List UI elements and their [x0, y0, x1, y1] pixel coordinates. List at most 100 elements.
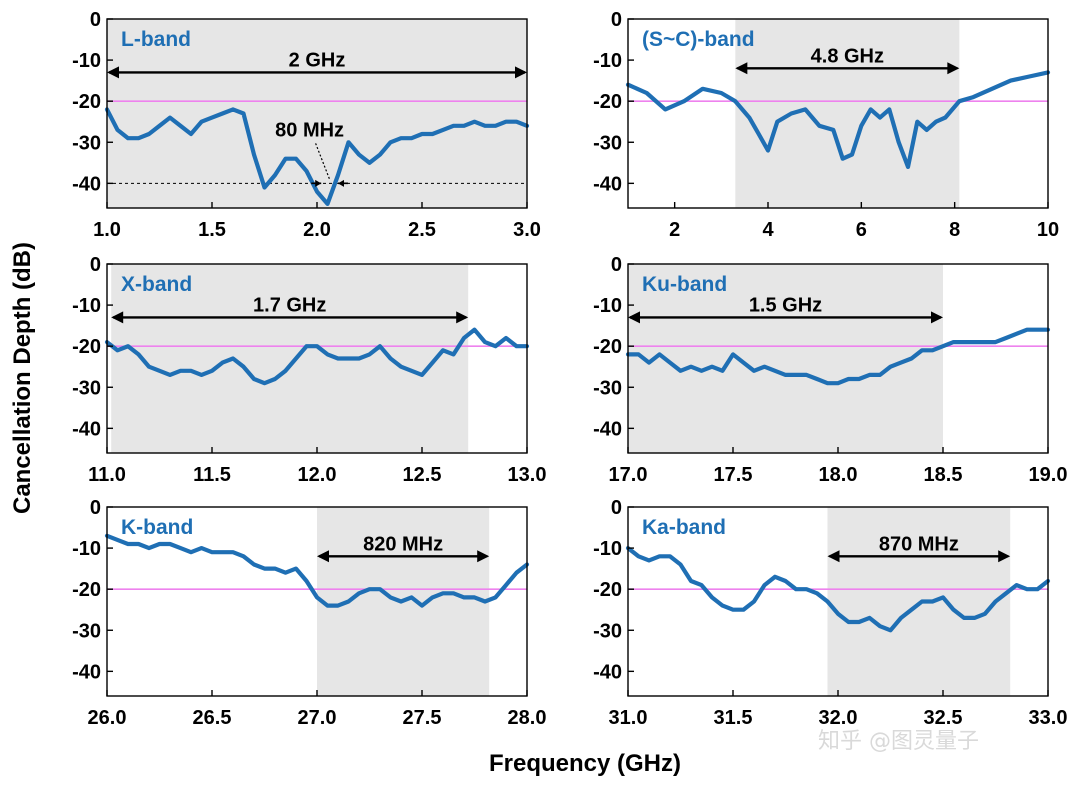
x-tick-label: 27.5 — [403, 707, 442, 729]
panel-title: Ka-band — [642, 516, 726, 539]
y-tick-label: -30 — [593, 132, 622, 154]
y-tick-label: -20 — [593, 336, 622, 358]
bandwidth-label: 2 GHz — [289, 49, 346, 71]
panel-title: Ku-band — [642, 273, 727, 296]
bandwidth-label: 870 MHz — [879, 533, 959, 555]
y-tick-label: -30 — [593, 377, 622, 399]
x-tick-label: 2 — [669, 219, 680, 241]
x-tick-label: 26.0 — [88, 707, 127, 729]
y-tick-label: 0 — [90, 254, 101, 276]
watermark: 知乎 @图灵量子 — [818, 729, 979, 754]
x-tick-label: 17.0 — [609, 464, 648, 486]
y-tick-label: -40 — [72, 173, 101, 195]
chart-panel-ka-band: 870 MHz Ka-band 0 -10 -20 -30 -40 31.0 31.5 32.0 3… — [593, 497, 1067, 729]
bandwidth-label: 1.7 GHz — [253, 294, 326, 316]
secondary-label: 80 MHz — [275, 119, 344, 141]
x-tick-label: 6 — [856, 219, 867, 241]
y-tick-label: 0 — [611, 497, 622, 519]
x-tick-label: 10 — [1037, 219, 1059, 241]
x-axis-title: Frequency (GHz) — [489, 750, 681, 777]
series-line — [104, 107, 530, 206]
y-tick-label: -10 — [593, 295, 622, 317]
shaded-band — [107, 19, 527, 208]
series-line — [625, 327, 1051, 386]
x-tick-label: 18.5 — [924, 464, 963, 486]
arrow-head-right — [515, 66, 527, 79]
y-tick-label: -20 — [593, 91, 622, 113]
y-tick-label: 0 — [611, 254, 622, 276]
chart-panel-k-band: 820 MHz K-band 0 -10 -20 -30 -40 26.0 26.5 27.0 27… — [72, 497, 546, 729]
arrow-head-left — [317, 550, 329, 563]
x-tick-label: 32.5 — [924, 707, 963, 729]
y-tick-label: -20 — [72, 91, 101, 113]
y-tick-label: -10 — [593, 538, 622, 560]
chart-panel-s-c-band: 4.8 GHz (S~C)-band 0 -10 -20 -30 -40 2 4 6 8 10 — [593, 9, 1059, 241]
x-tick-label: 12.0 — [298, 464, 337, 486]
arrow-head-right — [998, 550, 1011, 563]
bandwidth-label: 1.5 GHz — [749, 294, 822, 316]
arrow-head-left — [735, 62, 748, 75]
panel-title: X-band — [121, 273, 192, 296]
arrow-head-right — [456, 311, 469, 324]
y-tick-label: 0 — [90, 497, 101, 519]
chart-panel-l-band: 2 GHz 80 MHz L-band 0 -10 -20 -30 -40 1.0 1.5 2.0 2… — [72, 9, 541, 241]
arrow-head-left — [111, 311, 124, 324]
x-tick-label: 18.0 — [819, 464, 858, 486]
x-tick-label: 2.5 — [408, 219, 436, 241]
x-tick-label: 32.0 — [819, 707, 858, 729]
chart-panel-x-band: 1.7 GHz X-band 0 -10 -20 -30 -40 11.0 11.5 12.0 12… — [72, 254, 546, 486]
shaded-band — [111, 264, 469, 453]
x-tick-label: 31.5 — [714, 707, 753, 729]
y-tick-label: -40 — [593, 173, 622, 195]
x-tick-label: 1.5 — [198, 219, 226, 241]
x-tick-label: 27.0 — [298, 707, 337, 729]
arrow-head-left — [827, 550, 840, 563]
y-tick-label: 0 — [90, 9, 101, 31]
y-tick-label: 0 — [611, 9, 622, 31]
series-line — [104, 533, 530, 608]
x-tick-label: 11.5 — [193, 464, 231, 486]
y-tick-label: -20 — [72, 336, 101, 358]
y-tick-label: -10 — [593, 50, 622, 72]
plot-frame — [627, 18, 1049, 209]
x-tick-label: 17.5 — [714, 464, 753, 486]
x-tick-label: 19.0 — [1029, 464, 1068, 486]
arrow-head-right — [947, 62, 960, 75]
series-line — [625, 70, 1051, 169]
x-tick-label: 1.0 — [93, 219, 121, 241]
x-tick-label: 4 — [762, 219, 774, 241]
x-tick-label: 26.5 — [193, 707, 232, 729]
y-tick-label: -30 — [72, 377, 101, 399]
x-tick-label: 3.0 — [513, 219, 541, 241]
arrow-head-right — [931, 311, 943, 324]
arrow-head-left — [107, 66, 119, 79]
y-tick-label: -40 — [72, 661, 101, 683]
shaded-band — [735, 19, 960, 208]
x-tick-label: 28.0 — [508, 707, 547, 729]
arrow-head-left — [628, 311, 640, 324]
chart-panel-ku-band: 1.5 GHz Ku-band 0 -10 -20 -30 -40 17.0 17.5 18.0 1… — [593, 254, 1067, 486]
y-tick-label: -20 — [72, 579, 101, 601]
series-line — [104, 327, 530, 386]
shaded-band — [628, 264, 943, 453]
x-tick-label: 12.5 — [403, 464, 442, 486]
bandwidth-label: 820 MHz — [363, 533, 443, 555]
y-tick-label: -40 — [593, 418, 622, 440]
series-line — [625, 545, 1051, 633]
y-tick-label: -40 — [593, 661, 622, 683]
x-tick-label: 31.0 — [609, 707, 648, 729]
y-tick-label: -10 — [72, 50, 101, 72]
x-tick-label: 8 — [949, 219, 960, 241]
panel-title: L-band — [121, 28, 191, 51]
y-tick-label: -30 — [72, 132, 101, 154]
x-tick-label: 2.0 — [303, 219, 331, 241]
y-axis-title: Cancellation Depth (dB) — [9, 242, 36, 514]
y-tick-label: -30 — [593, 620, 622, 642]
secondary-arrow-heads — [315, 179, 344, 187]
x-tick-label: 33.0 — [1029, 707, 1068, 729]
x-tick-label: 13.0 — [508, 464, 547, 486]
arrow-head-right — [477, 550, 490, 563]
panel-title: K-band — [121, 516, 193, 539]
